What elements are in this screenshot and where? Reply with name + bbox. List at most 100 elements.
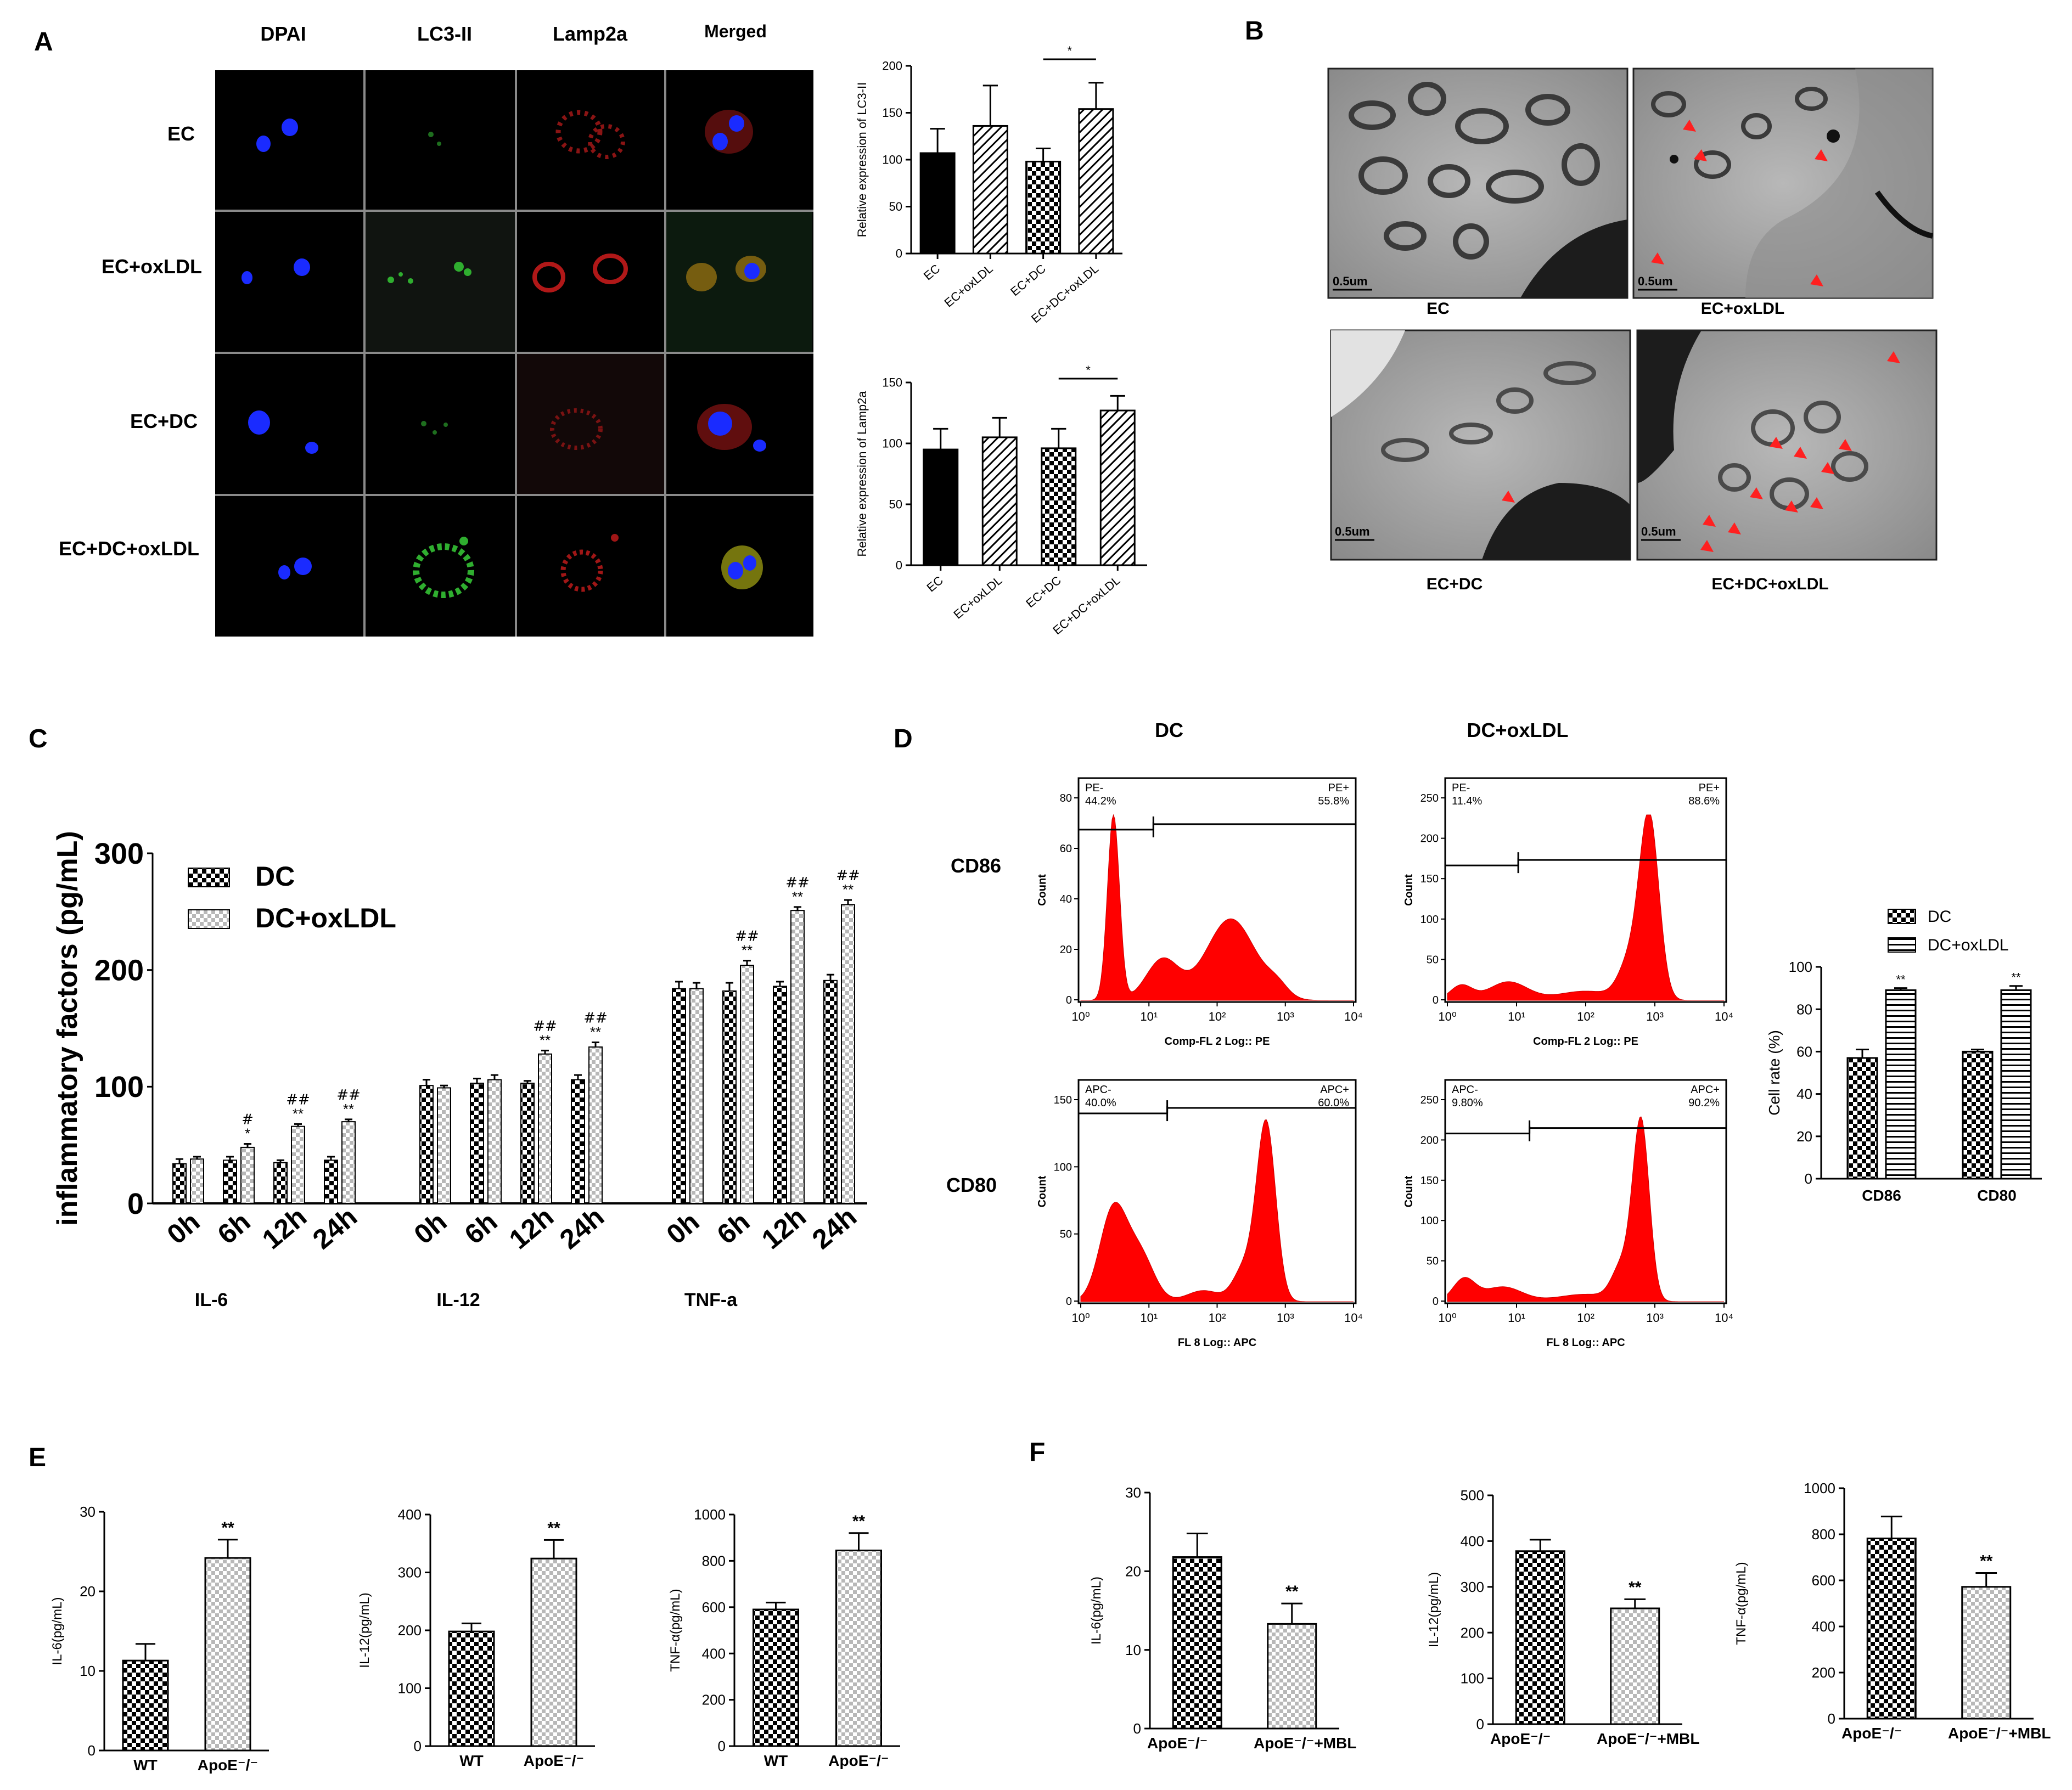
c-y-tick-label: 0 <box>127 1187 144 1220</box>
c-x-tick-label: 6h <box>459 1206 503 1250</box>
c-y-tick-label: 300 <box>94 837 144 870</box>
flow-pct-negative: 11.4% <box>1452 795 1482 807</box>
flow-y-tick-label: 100 <box>1054 1161 1072 1173</box>
c-y-tick-label: 200 <box>94 954 144 987</box>
flow-x-tick-label: 10² <box>1577 1311 1594 1325</box>
panel-letter-b: B <box>1245 16 1264 46</box>
c-legend-swatch <box>188 909 230 929</box>
c-significance-hash: ## <box>286 1091 310 1108</box>
flow-y-tick-label: 60 <box>1060 843 1072 855</box>
A_lc3-y-tick-label: 50 <box>889 200 902 213</box>
d-legend-swatch <box>1888 909 1916 924</box>
F2-y-axis-label: IL-12(pg/mL) <box>1427 1572 1441 1647</box>
flow-x-tick-label: 10³ <box>1277 1311 1294 1325</box>
flow-col-header-dc: DC <box>1155 719 1183 741</box>
c-bar <box>190 1158 204 1204</box>
chart-e-tnf: 0 200 400 600 800 1000 WT ApoE⁻/⁻ ** TNF-α(pg/mL) <box>668 1506 900 1769</box>
E3-y-axis-label: TNF-α(pg/mL) <box>668 1589 683 1671</box>
c-x-tick-label: 24h <box>554 1201 610 1255</box>
column-header-merged: Merged <box>704 21 767 41</box>
flow-y-axis-label: Count <box>1403 1175 1415 1207</box>
cells-ec-dc-oxldl <box>278 534 763 598</box>
flow-y-tick-label: 200 <box>1420 833 1439 845</box>
A_lamp-y-tick-label: 150 <box>882 376 902 390</box>
c-x-tick-label: 12h <box>756 1201 812 1255</box>
flow-gate-label-negative: APC- <box>1085 1084 1111 1096</box>
A_lamp-bar <box>923 448 959 566</box>
d-bar <box>1846 1057 1878 1180</box>
E2-y-axis-label: IL-12(pg/mL) <box>357 1592 372 1668</box>
chart-f-il12: 0 100 200 300 400 500 ApoE⁻/⁻ ApoE⁻/⁻+MBL ** IL-1… <box>1427 1487 1699 1747</box>
F1-x-tick-label: ApoE⁻/⁻ <box>1147 1735 1208 1752</box>
E3-x-tick-label: WT <box>764 1752 788 1769</box>
flow-x-tick-label: 10⁰ <box>1071 1311 1090 1325</box>
F2-x-tick-label: ApoE⁻/⁻+MBL <box>1597 1730 1699 1747</box>
A_lc3-significance-label: * <box>1067 44 1072 58</box>
flow-pct-positive: 55.8% <box>1318 795 1349 807</box>
flow-gate-label-positive: APC+ <box>1320 1084 1349 1096</box>
A_lamp-y-tick-label: 100 <box>882 437 902 451</box>
flow-y-tick-label: 250 <box>1420 792 1439 804</box>
scale-label-ec-dc: 0.5um <box>1335 525 1370 538</box>
c-significance-hash: ## <box>533 1018 557 1034</box>
flow-pct-negative: 40.0% <box>1085 1097 1116 1109</box>
micrograph-gridlines <box>215 70 813 637</box>
row-label-ec-oxldl: EC+oxLDL <box>102 255 202 278</box>
flow-x-tick-label: 10¹ <box>1508 1311 1525 1325</box>
c-y-tick-label: 100 <box>94 1071 144 1104</box>
flow-plot: PE-11.4% PE+88.6% 0 50 100 150 200 250 10⁰ 10¹ 10²… <box>1403 777 1733 1048</box>
A_lc3-x-tick-label: EC+DC <box>1008 262 1048 299</box>
F1-y-tick-label: 10 <box>1125 1642 1141 1658</box>
F2-y-tick-label: 400 <box>1461 1533 1484 1550</box>
cells-ec-oxldl <box>242 254 766 292</box>
flow-x-axis-label: Comp-FL 2 Log:: PE <box>1533 1035 1638 1048</box>
F3-bar <box>1866 1538 1917 1720</box>
F1-significance-label: ** <box>1285 1583 1299 1601</box>
flow-histogram <box>1080 814 1354 1001</box>
panel-letter-d: D <box>894 724 913 753</box>
F1-y-tick-label: 0 <box>1133 1720 1141 1737</box>
A_lc3-y-axis-label: Relative expression of LC3-II <box>855 82 869 237</box>
flow-row-header-cd80: CD80 <box>946 1174 997 1196</box>
E2-y-tick-label: 200 <box>398 1622 422 1639</box>
flow-pct-negative: 44.2% <box>1085 795 1116 807</box>
c-significance-star: ** <box>540 1032 551 1048</box>
panel-letter-a: A <box>34 27 53 57</box>
A_lamp-y-tick-label: 0 <box>896 559 902 572</box>
chart-e-il6: 0 10 20 30 WT ApoE⁻/⁻ ** IL-6(pg/mL) <box>50 1504 269 1774</box>
F3-y-tick-label: 1000 <box>1804 1480 1835 1496</box>
panel-a-micrographs: DPAI LC3-II Lamp2a Merged EC EC+oxLDL EC… <box>59 21 813 637</box>
F2-y-tick-label: 300 <box>1461 1579 1484 1595</box>
d-legend-label: DC+oxLDL <box>1928 936 2009 954</box>
A_lc3-y-tick-label: 200 <box>882 59 902 73</box>
F2-y-tick-label: 500 <box>1461 1487 1484 1504</box>
flow-pct-positive: 60.0% <box>1318 1097 1349 1109</box>
c-x-tick-label: 6h <box>212 1206 256 1250</box>
flow-x-tick-label: 10³ <box>1277 1010 1294 1023</box>
A_lamp-x-tick-label: EC+DC <box>1023 573 1064 611</box>
d-bar <box>1885 989 1917 1180</box>
F2-significance-label: ** <box>1629 1578 1642 1596</box>
tem-image-ec-dc: 0.5um <box>1330 329 1631 561</box>
E1-bar <box>204 1557 251 1752</box>
E3-x-tick-label: ApoE⁻/⁻ <box>828 1752 889 1769</box>
c-x-tick-label: 12h <box>256 1201 312 1255</box>
flow-y-tick-label: 150 <box>1420 873 1439 885</box>
flow-pct-positive: 88.6% <box>1688 795 1720 807</box>
c-significance-star: ** <box>792 888 803 905</box>
E3-y-tick-label: 400 <box>702 1645 726 1662</box>
flow-histogram <box>1080 1119 1354 1302</box>
flow-x-tick-label: 10¹ <box>1140 1311 1158 1325</box>
F3-y-tick-label: 400 <box>1812 1618 1835 1635</box>
flow-y-tick-label: 100 <box>1420 914 1439 926</box>
d-bar <box>1962 1050 1994 1180</box>
flow-gate-label-positive: APC+ <box>1691 1084 1720 1096</box>
c-x-tick-label: 0h <box>661 1206 705 1250</box>
tem-image-ec-dc-oxldl: 0.5um <box>1636 329 1938 561</box>
F1-x-tick-label: ApoE⁻/⁻+MBL <box>1254 1735 1356 1752</box>
c-bar <box>841 904 855 1204</box>
flow-pct-positive: 90.2% <box>1688 1097 1720 1109</box>
c-bar <box>470 1082 484 1204</box>
